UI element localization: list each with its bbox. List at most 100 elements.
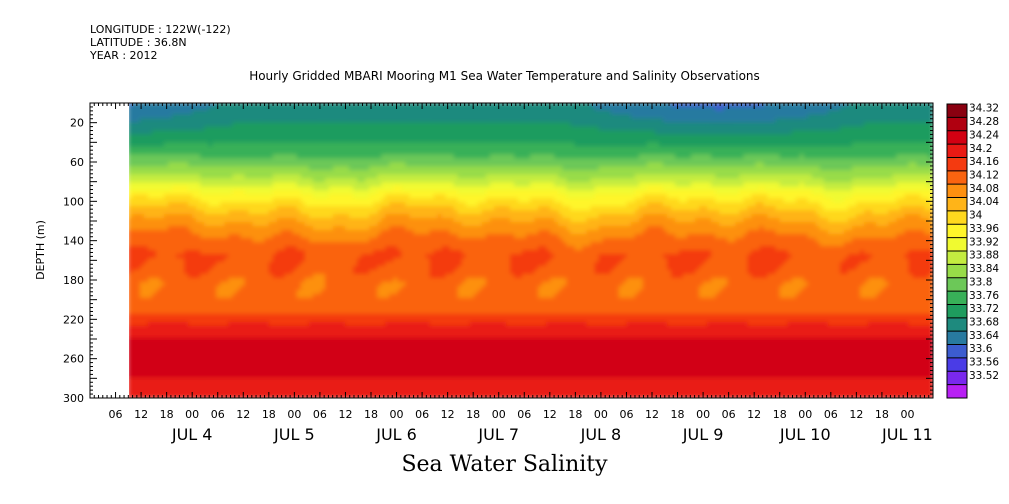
heatmap-cell [188, 186, 194, 192]
heatmap-cell [176, 377, 182, 383]
heatmap-cell [176, 106, 182, 112]
heatmap-cell [212, 277, 218, 283]
heatmap-cell [192, 325, 198, 331]
heatmap-cell [204, 297, 210, 303]
heatmap-cell [204, 325, 210, 331]
heatmap-cell [204, 154, 210, 160]
heatmap-cell [220, 389, 226, 395]
heatmap-cell [244, 142, 250, 148]
heatmap-cell [264, 250, 270, 255]
heatmap-cell [129, 261, 133, 267]
heatmap-cell [135, 206, 141, 212]
heatmap-cell [188, 182, 194, 188]
heatmap-cell [192, 341, 198, 347]
heatmap-cell [180, 389, 186, 395]
heatmap-cell [248, 246, 254, 251]
heatmap-cell [256, 166, 262, 172]
heatmap-cell [139, 198, 145, 204]
heatmap-cell [164, 369, 170, 375]
heatmap-cell [155, 154, 161, 160]
heatmap-cell [196, 106, 202, 112]
heatmap-cell [228, 158, 234, 164]
heatmap-cell [184, 341, 190, 347]
heatmap-cell [232, 369, 238, 375]
heatmap-cell [248, 337, 254, 343]
heatmap-cell [131, 242, 137, 248]
heatmap-cell [196, 226, 202, 232]
heatmap-cell [151, 309, 157, 315]
heatmap-cell [131, 158, 137, 164]
heatmap-cell [172, 345, 178, 351]
heatmap-cell [260, 150, 266, 156]
heatmap-cell [196, 345, 202, 351]
heatmap-cell [232, 214, 238, 220]
heatmap-cell [192, 174, 198, 180]
heatmap-cell [260, 389, 266, 395]
heatmap-cell [184, 357, 190, 363]
heatmap-cell [228, 321, 234, 327]
heatmap-cell [208, 142, 214, 148]
heatmap-cell [240, 361, 246, 367]
heatmap-cell [131, 218, 137, 224]
heatmap-cell [228, 273, 234, 279]
heatmap-cell [160, 210, 166, 216]
heatmap-cell [164, 122, 170, 128]
heatmap-cell [168, 381, 174, 387]
heatmap-cell [155, 202, 161, 208]
heatmap-cell [168, 341, 174, 347]
heatmap-cell [143, 305, 149, 311]
heatmap-cell [240, 325, 246, 331]
heatmap-cell [256, 349, 262, 355]
heatmap-cell [147, 277, 153, 283]
heatmap-cell [155, 218, 161, 224]
heatmap-cell [168, 190, 174, 196]
heatmap-cell [224, 138, 230, 144]
heatmap-cell [135, 198, 141, 204]
heatmap-cell [196, 393, 202, 398]
heatmap-cell [256, 222, 262, 228]
heatmap-cell [252, 122, 258, 128]
heatmap-cell [252, 206, 258, 212]
heatmap-cell [160, 281, 166, 287]
heatmap-cell [252, 269, 258, 275]
heatmap-cell [160, 170, 166, 176]
heatmap-cell [188, 222, 194, 228]
heatmap-cell [224, 134, 230, 140]
heatmap-cell [176, 246, 182, 251]
heatmap-cell [252, 230, 258, 236]
heatmap-cell [236, 198, 242, 204]
heatmap-cell [135, 329, 141, 335]
heatmap-cell [252, 293, 258, 299]
heatmap-cell [256, 369, 262, 375]
heatmap-cell [168, 206, 174, 212]
heatmap-cell [151, 162, 157, 168]
heatmap-cell [172, 234, 178, 240]
heatmap-cell [200, 357, 206, 363]
heatmap-cell [131, 365, 137, 371]
heatmap-cell [224, 333, 230, 339]
heatmap-cell [260, 218, 266, 224]
heatmap-cell [180, 313, 186, 319]
heatmap-cell [216, 345, 222, 351]
heatmap-cell [151, 250, 157, 255]
heatmap-cell [260, 114, 266, 120]
heatmap-cell [196, 182, 202, 188]
heatmap-cell [192, 146, 198, 152]
heatmap-cell [155, 118, 161, 124]
heatmap-cell [168, 202, 174, 208]
heatmap-cell [176, 150, 182, 156]
heatmap-cell [216, 389, 222, 395]
heatmap-cell [164, 130, 170, 136]
heatmap-cell [212, 377, 218, 383]
heatmap-cell [240, 198, 246, 204]
heatmap-cell [244, 198, 250, 204]
heatmap-cell [256, 130, 262, 136]
heatmap-cell [139, 357, 145, 363]
heatmap-cell [240, 158, 246, 164]
heatmap-cell [252, 202, 258, 208]
heatmap-cell [252, 393, 258, 398]
heatmap-cell [147, 261, 153, 267]
heatmap-cell [135, 106, 141, 112]
heatmap-cell [244, 206, 250, 212]
heatmap-cell [208, 118, 214, 124]
